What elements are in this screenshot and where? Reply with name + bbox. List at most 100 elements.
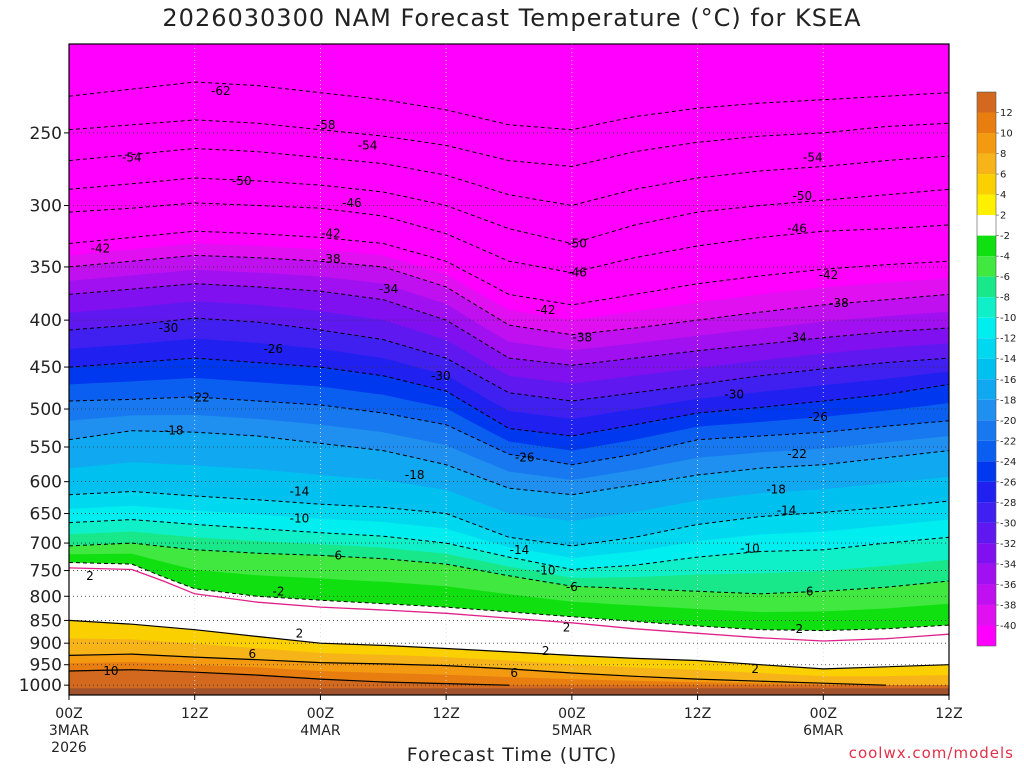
contour-label: 6 bbox=[249, 647, 257, 661]
x-tick-date: 4MAR bbox=[300, 723, 341, 739]
contour-label: -10 bbox=[536, 564, 556, 578]
colorbar-swatch bbox=[977, 174, 996, 195]
isotherm--38 bbox=[69, 254, 949, 336]
colorbar-swatch bbox=[977, 194, 996, 216]
isotherm--2 bbox=[69, 562, 949, 632]
contour-label: -18 bbox=[405, 468, 425, 482]
colorbar-swatch bbox=[977, 522, 996, 544]
contour-label: -38 bbox=[829, 296, 849, 310]
y-tick-label: 350 bbox=[30, 258, 62, 278]
contour-label: -30 bbox=[159, 321, 179, 335]
y-tick-label: 950 bbox=[30, 656, 62, 676]
credit-text: coolwx.com/models bbox=[848, 744, 1014, 762]
y-tick-label: 900 bbox=[30, 634, 62, 654]
isotherm--30 bbox=[69, 317, 949, 402]
colorbar-label: -38 bbox=[1000, 600, 1016, 611]
colorbar-label: -24 bbox=[1000, 457, 1016, 468]
isotherm-contours bbox=[69, 81, 949, 686]
x-tick-label: 12Z bbox=[432, 706, 459, 722]
colorbar-swatch bbox=[977, 235, 996, 257]
contour-label: -42 bbox=[91, 241, 111, 255]
contour-label: -14 bbox=[777, 503, 797, 517]
y-tick-label: 1000 bbox=[19, 676, 62, 696]
contour-label: -10 bbox=[290, 511, 310, 525]
x-tick-label: 00Z bbox=[810, 706, 837, 722]
contour-label: -10 bbox=[740, 542, 760, 556]
contour-label: -50 bbox=[567, 236, 587, 250]
x-tick-label: 12Z bbox=[935, 706, 962, 722]
contour-label: 2 bbox=[751, 662, 759, 676]
contour-label: -6 bbox=[330, 548, 342, 562]
contour-label: -54 bbox=[122, 151, 142, 165]
contour-label: 2 bbox=[296, 626, 304, 640]
y-tick-label: 750 bbox=[30, 562, 62, 582]
colorbar-swatch bbox=[977, 112, 996, 134]
x-tick-label: 12Z bbox=[181, 706, 208, 722]
y-tick-label: 650 bbox=[30, 505, 62, 525]
colorbar-label: 12 bbox=[1000, 108, 1013, 119]
contour-label: -34 bbox=[379, 282, 399, 296]
colorbar-label: -36 bbox=[1000, 580, 1016, 591]
colorbar-swatch bbox=[977, 358, 996, 380]
colorbar-swatch bbox=[977, 543, 996, 564]
y-tick-label: 600 bbox=[30, 473, 62, 493]
colorbar-label: -32 bbox=[1000, 539, 1016, 550]
colorbar-frame bbox=[976, 91, 997, 647]
isotherm--18 bbox=[69, 430, 949, 496]
y-tick-label: 300 bbox=[30, 197, 62, 217]
contour-label: -14 bbox=[290, 484, 310, 498]
isotherm--50 bbox=[69, 177, 949, 245]
colorbar-swatch bbox=[977, 153, 996, 175]
colorbar-label: -40 bbox=[1000, 621, 1016, 632]
y-tick-label: 500 bbox=[30, 400, 62, 420]
colorbar-swatch bbox=[977, 481, 996, 503]
contour-label: -26 bbox=[263, 342, 283, 356]
contour-label: -42 bbox=[536, 303, 556, 317]
colorbar-label: 10 bbox=[1000, 129, 1013, 140]
contour-label: -38 bbox=[321, 252, 341, 266]
isotherm-10 bbox=[69, 669, 510, 686]
contour-label: -6 bbox=[802, 584, 814, 598]
isotherm--10 bbox=[69, 519, 949, 571]
chart-title: 2026030300 NAM Forecast Temperature (°C)… bbox=[162, 4, 862, 32]
colorbar-label: 2 bbox=[1000, 211, 1006, 222]
x-tick-date: 3MAR bbox=[49, 723, 90, 739]
contour-label: -38 bbox=[573, 331, 593, 345]
colorbar-label: 6 bbox=[1000, 170, 1006, 181]
isotherm-2 bbox=[69, 619, 949, 670]
y-tick-label: 450 bbox=[30, 358, 62, 378]
contour-label: 10 bbox=[103, 664, 118, 678]
colorbar-swatch bbox=[977, 399, 996, 421]
y-tick-label: 850 bbox=[30, 611, 62, 631]
contour-label: -54 bbox=[803, 151, 823, 165]
colorbar-swatch bbox=[977, 440, 996, 462]
x-tick-date: 6MAR bbox=[803, 723, 844, 739]
colorbar-swatch bbox=[977, 133, 996, 154]
contour-label: -50 bbox=[793, 189, 813, 203]
colorbar-swatch bbox=[977, 461, 996, 482]
x-tick-label: 12Z bbox=[684, 706, 711, 722]
contour-label: -26 bbox=[515, 451, 535, 465]
contour-label: -34 bbox=[787, 331, 807, 345]
colorbar-swatch bbox=[977, 215, 996, 236]
contour-label: -18 bbox=[164, 424, 184, 438]
plot-frame bbox=[68, 43, 950, 696]
x-tick-label: 00Z bbox=[55, 706, 82, 722]
contour-label: -50 bbox=[232, 174, 252, 188]
colorbar-label: -26 bbox=[1000, 477, 1016, 488]
contour-label: 2 bbox=[542, 644, 550, 658]
contour-label: -62 bbox=[211, 84, 231, 98]
colorbar-label: -22 bbox=[1000, 436, 1016, 447]
contour-label: -18 bbox=[766, 483, 786, 497]
isotherm--58 bbox=[69, 119, 949, 168]
x-axis-title: Forecast Time (UTC) bbox=[406, 744, 618, 766]
colorbar-label: 8 bbox=[1000, 149, 1006, 160]
isotherm-0 bbox=[69, 567, 949, 642]
contour-label: -6 bbox=[566, 580, 578, 594]
isotherm--54 bbox=[69, 147, 949, 207]
colorbar-swatch bbox=[977, 379, 996, 400]
colorbar-swatch bbox=[977, 625, 996, 646]
x-tick-date: 5MAR bbox=[552, 723, 593, 739]
y-tick-label: 400 bbox=[30, 311, 62, 331]
grid-lines bbox=[68, 44, 950, 695]
